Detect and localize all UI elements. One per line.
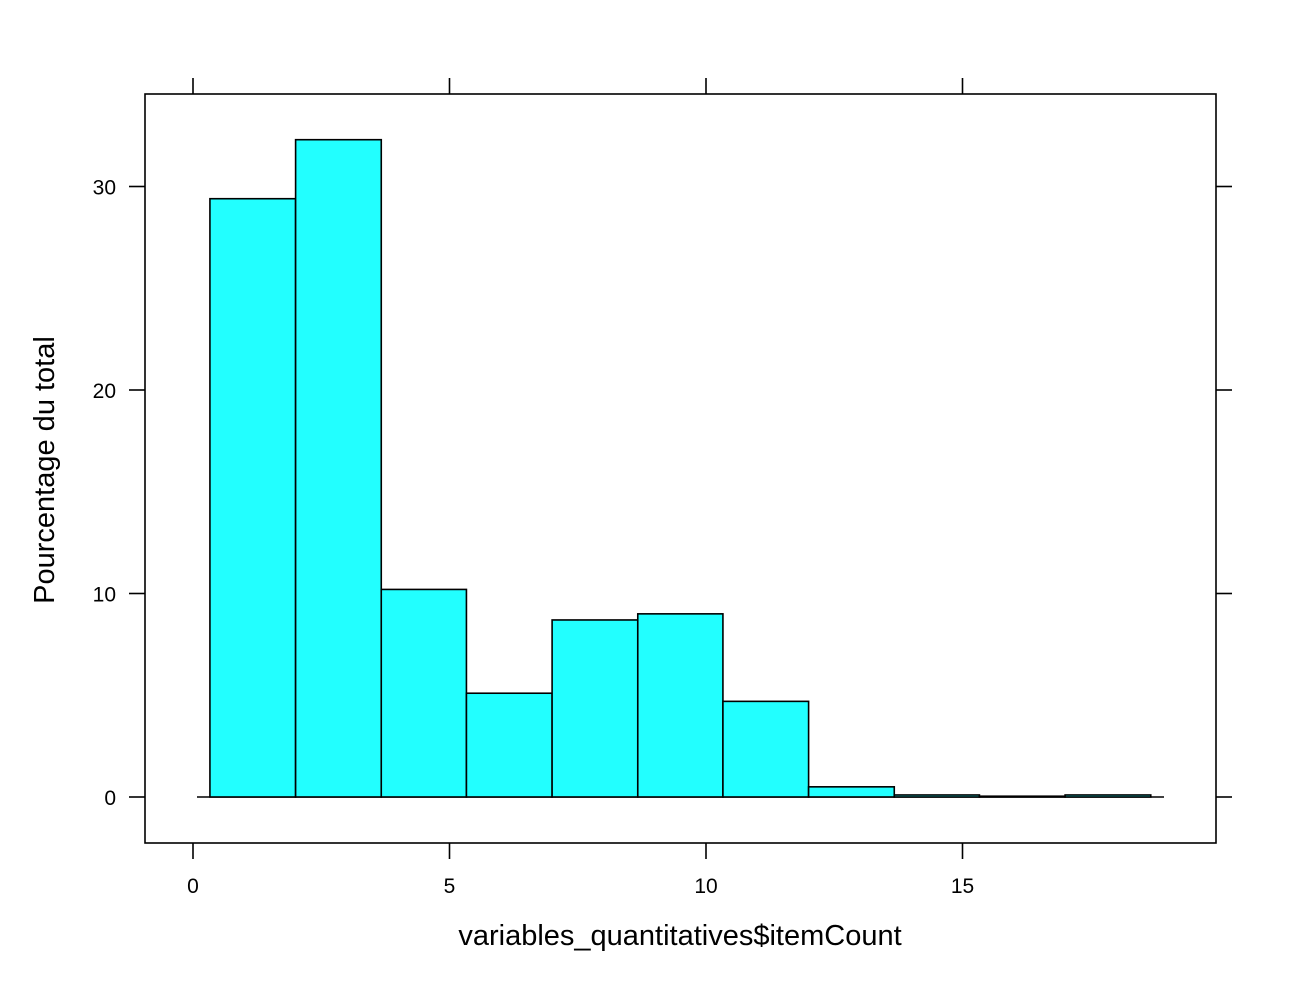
y-tick-label: 0 [104,787,116,810]
y-tick-label: 30 [93,177,116,200]
histogram-bar [465,692,553,798]
histogram-bar [722,700,810,798]
histogram-bar [551,619,639,798]
axes-group: 0 5 10 15 0 10 20 30 [93,78,1232,898]
histogram-bar [978,795,1066,798]
plot-frame [144,93,1217,844]
y-axis-title: Pourcentage du total [29,336,61,604]
x-tick-label: 10 [694,875,717,898]
y-tick-label: 20 [93,380,116,403]
histogram-bar [380,588,468,798]
histogram-bar [636,613,724,798]
x-tick-label: 15 [951,875,974,898]
x-tick-label: 5 [444,875,456,898]
histogram-bar [1064,794,1152,798]
bars-group [209,138,1152,798]
histogram-bar [294,138,383,798]
x-axis-title: variables_quantitatives$itemCount [458,920,901,952]
histogram-bar [893,794,981,798]
histogram-bar [807,786,896,798]
x-tick-label: 0 [187,875,199,898]
y-tick-label: 10 [93,584,116,607]
histogram-bar [209,197,297,798]
